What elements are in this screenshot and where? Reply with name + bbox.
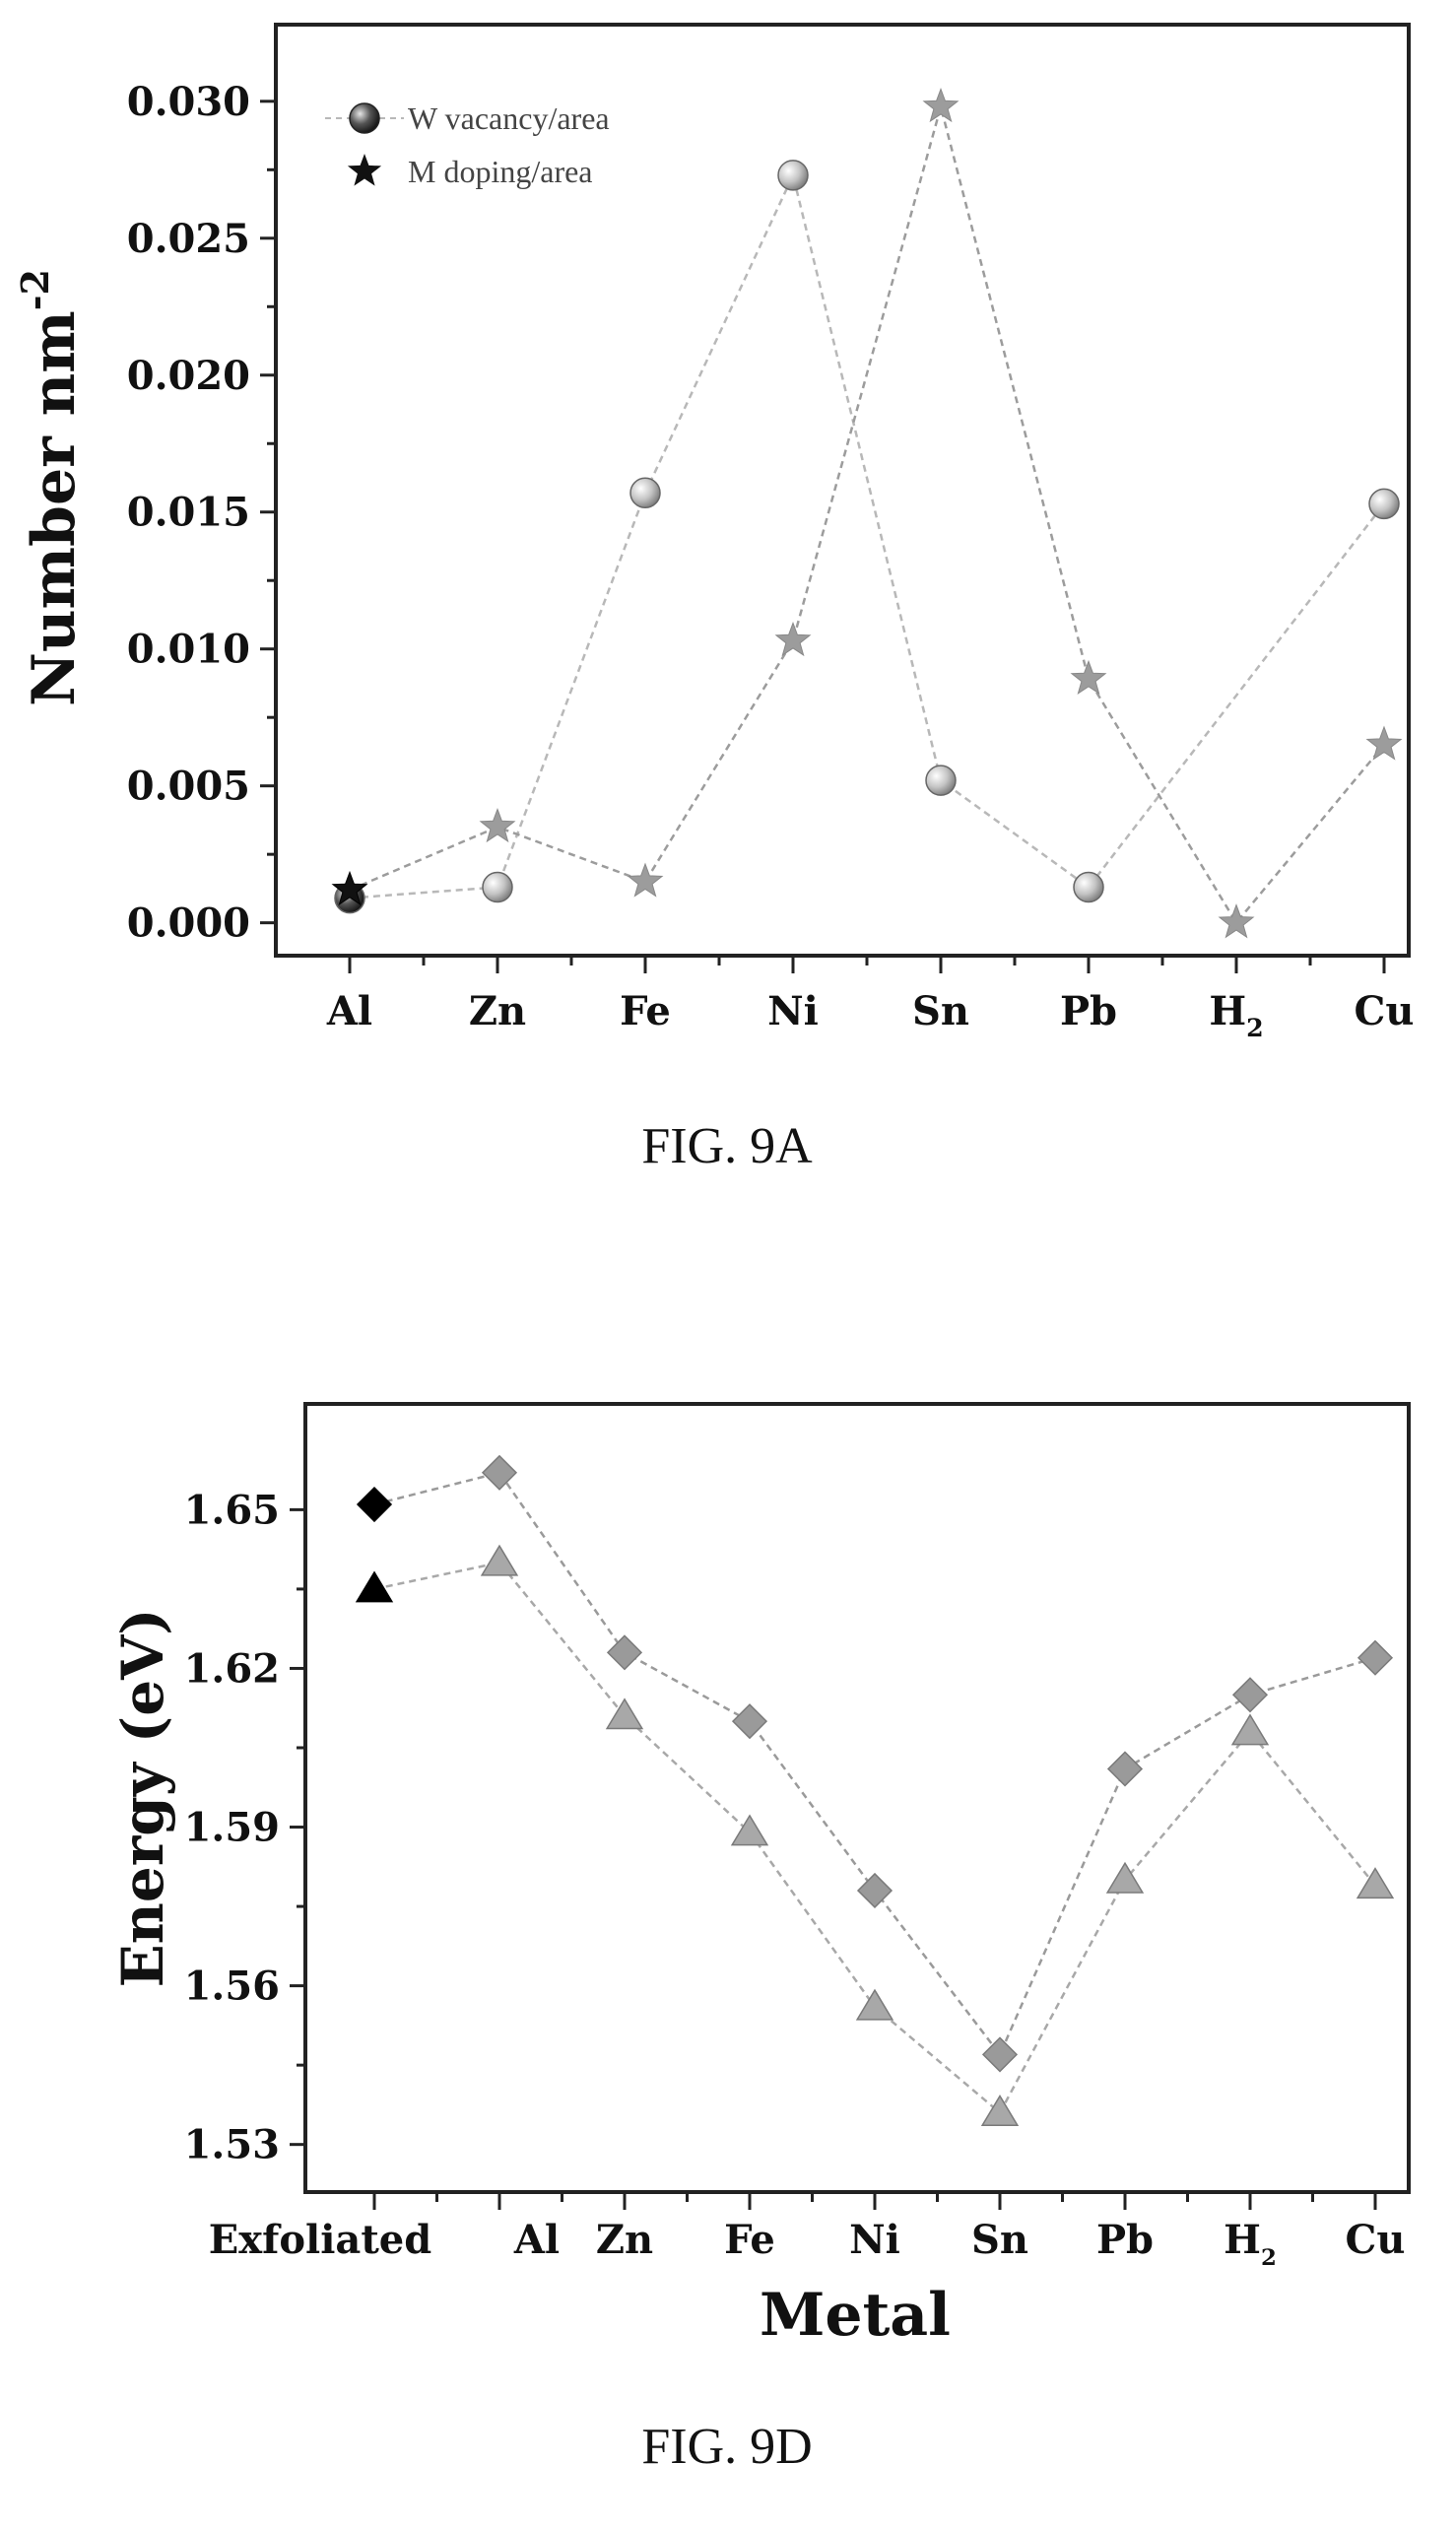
chart-9d-x-axis: Exfoliated Al Zn Fe Ni Sn Pb H2 Cu xyxy=(209,2192,1406,2271)
point-s1-sn xyxy=(980,2095,1020,2126)
point-s1-pb xyxy=(1070,659,1107,695)
point-s0-ni xyxy=(856,1872,893,1909)
chart-9a-y-axis: 0.000 0.005 0.010 0.015 0.020 0.025 0.030 xyxy=(127,79,276,947)
y-tick-label-3: 0.015 xyxy=(127,490,250,536)
y-tick-label-0: 1.53 xyxy=(184,2122,280,2168)
point-s1-exfoliated xyxy=(355,1570,394,1603)
x-tick-label-h: H2 xyxy=(1224,2217,1277,2271)
point-s1-sn xyxy=(922,87,960,123)
point-s0-cu xyxy=(1368,488,1400,520)
series-line-0 xyxy=(349,171,1385,899)
point-s0-exfoliated xyxy=(356,1486,393,1523)
x-tick-label-zn: Zn xyxy=(596,2217,653,2263)
y-tick-label-2: 0.010 xyxy=(127,627,250,673)
x-tick-label-ni: Ni xyxy=(849,2217,900,2263)
y-tick-label-5: 0.025 xyxy=(127,216,250,262)
legend-label-m-doping: M doping/area xyxy=(408,154,593,189)
point-s1-fe xyxy=(627,862,664,898)
chart-9a-frame xyxy=(274,23,1411,958)
x-tick-label-fe: Fe xyxy=(724,2217,775,2263)
x-tick-label-exfoliated: Exfoliated xyxy=(209,2217,431,2263)
point-s1-zn xyxy=(479,807,516,843)
point-s1-h xyxy=(1218,903,1255,939)
chart-9a-markers xyxy=(331,87,1403,939)
x-tick-label-h: H2 xyxy=(1209,988,1263,1042)
chart-9d-y-axis: 1.53 1.56 1.59 1.62 1.65 xyxy=(184,1487,305,2168)
point-s1-ni xyxy=(855,1988,894,2021)
chart-9a-caption: FIG. 9A xyxy=(641,1118,813,1174)
chart-9d-y-title: Energy (eV) xyxy=(109,1608,176,1987)
series-line-1 xyxy=(349,101,1385,925)
y-tick-label-4: 1.65 xyxy=(184,1487,280,1533)
chart-9a-lines xyxy=(349,101,1385,925)
point-s0-sn xyxy=(981,2036,1019,2073)
point-s0-zn xyxy=(482,871,513,903)
point-s0-h xyxy=(1231,1677,1269,1713)
point-s1-cu xyxy=(1365,725,1403,761)
point-s1-al xyxy=(480,1544,519,1576)
y-tick-label-6: 0.030 xyxy=(127,79,250,125)
legend-marker-w-vacancy xyxy=(349,102,380,134)
y-tick-label-1: 0.005 xyxy=(127,764,250,810)
x-tick-label-sn: Sn xyxy=(912,988,969,1034)
chart-9a: 0.000 0.005 0.010 0.015 0.020 0.025 0.030 Al Zn… xyxy=(13,23,1415,1174)
point-s1-al xyxy=(331,870,368,906)
y-tick-label-0: 0.000 xyxy=(127,900,250,947)
series-line-1 xyxy=(373,1561,1376,2115)
point-s0-cu xyxy=(1357,1639,1394,1676)
x-tick-label-zn: Zn xyxy=(469,988,526,1034)
chart-9d-caption: FIG. 9D xyxy=(641,2419,812,2475)
chart-9a-x-axis: Al Zn Fe Ni Sn Pb H2 Cu xyxy=(326,956,1415,1042)
x-tick-label-al: Al xyxy=(513,2217,560,2263)
chart-9d-frame xyxy=(303,1402,1411,2194)
point-s0-fe xyxy=(731,1703,768,1740)
point-s0-pb xyxy=(1073,871,1104,903)
point-s0-pb xyxy=(1106,1751,1144,1787)
x-tick-label-sn: Sn xyxy=(971,2217,1028,2263)
point-s1-cu xyxy=(1356,1867,1395,1899)
x-tick-label-pb: Pb xyxy=(1060,988,1117,1034)
y-tick-label-4: 0.020 xyxy=(127,353,250,399)
legend-label-w-vacancy: W vacancy/area xyxy=(408,100,610,136)
x-tick-label-cu: Cu xyxy=(1346,2217,1406,2263)
legend-marker-m-doping xyxy=(347,154,382,186)
point-s1-pb xyxy=(1105,1861,1145,1894)
chart-9a-legend: W vacancy/area M doping/area xyxy=(325,100,610,189)
point-s0-zn xyxy=(606,1634,643,1671)
point-s1-ni xyxy=(774,621,812,657)
x-tick-label-cu: Cu xyxy=(1355,988,1415,1034)
point-s0-sn xyxy=(925,765,957,796)
x-tick-label-fe: Fe xyxy=(620,988,671,1034)
y-tick-label-3: 1.62 xyxy=(184,1645,280,1692)
x-tick-label-al: Al xyxy=(326,988,372,1034)
chart-9d-x-title: Metal xyxy=(760,2281,951,2350)
x-tick-label-pb: Pb xyxy=(1096,2217,1154,2263)
point-s1-fe xyxy=(730,1814,769,1846)
y-tick-label-1: 1.56 xyxy=(184,1964,280,2010)
chart-9d-markers xyxy=(355,1454,1395,2126)
chart-9d: 1.53 1.56 1.59 1.62 1.65 Exfoliated Al Zn Fe Ni S… xyxy=(109,1402,1411,2475)
x-tick-label-ni: Ni xyxy=(767,988,819,1034)
point-s0-fe xyxy=(629,477,661,509)
point-s1-h xyxy=(1230,1713,1270,1746)
point-s1-zn xyxy=(605,1698,644,1730)
series-line-0 xyxy=(373,1471,1376,2057)
chart-9a-y-title: Number nm-2 xyxy=(13,269,89,706)
point-s0-al xyxy=(481,1454,518,1491)
point-s0-ni xyxy=(777,160,809,191)
y-tick-label-2: 1.59 xyxy=(184,1805,280,1851)
